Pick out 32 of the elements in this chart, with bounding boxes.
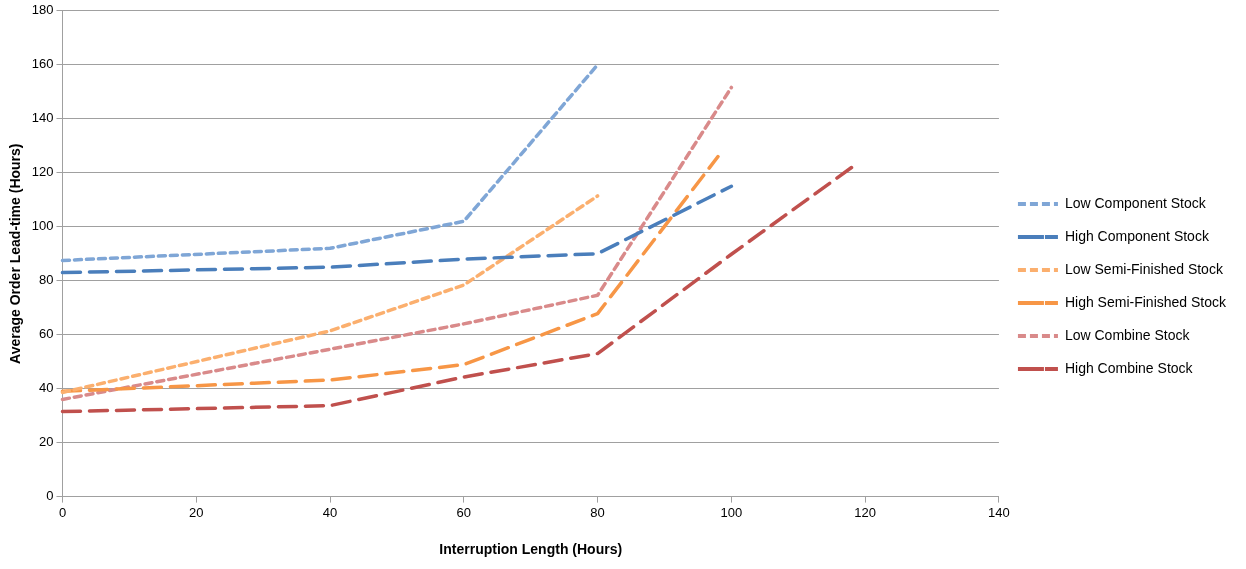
- x-tick-label: 100: [720, 504, 743, 520]
- legend-label: High Combine Stock: [1064, 359, 1194, 376]
- line-series: [60, 63, 600, 263]
- y-tick-label: 20: [39, 434, 54, 450]
- y-axis-title: Average Order Lead-time (Hours): [7, 143, 24, 364]
- y-tick-label: 80: [39, 272, 54, 288]
- x-tick-label: 140: [988, 504, 1010, 520]
- x-tick-label: 120: [854, 504, 877, 520]
- y-tick-label: 40: [39, 380, 54, 396]
- y-tick-label: 0: [46, 488, 54, 504]
- line-series: [60, 154, 720, 394]
- y-tick-label: 60: [39, 326, 54, 342]
- x-tick-label: 20: [189, 504, 204, 520]
- y-tick-label: 140: [31, 110, 54, 126]
- legend-label: High Semi-Finished Stock: [1064, 293, 1227, 310]
- x-axis-title: Interruption Length (Hours): [439, 541, 623, 558]
- line-series: [60, 85, 734, 402]
- legend-label: Low Semi-Finished Stock: [1064, 260, 1224, 277]
- y-tick-label: 100: [31, 218, 54, 234]
- legend-label: High Component Stock: [1064, 227, 1210, 244]
- x-tick-label: 60: [456, 504, 472, 520]
- y-tick-label: 120: [31, 164, 54, 180]
- y-tick-label: 180: [31, 2, 54, 18]
- line-series: [60, 184, 734, 275]
- x-tick-label: 0: [58, 504, 67, 520]
- legend-label: Low Component Stock: [1064, 194, 1207, 211]
- line-series: [60, 194, 600, 395]
- legend-label: Low Combine Stock: [1064, 326, 1191, 343]
- x-tick-label: 40: [322, 504, 338, 520]
- y-tick-label: 160: [31, 56, 54, 72]
- x-tick-label: 80: [590, 504, 605, 520]
- line-series: [60, 165, 854, 414]
